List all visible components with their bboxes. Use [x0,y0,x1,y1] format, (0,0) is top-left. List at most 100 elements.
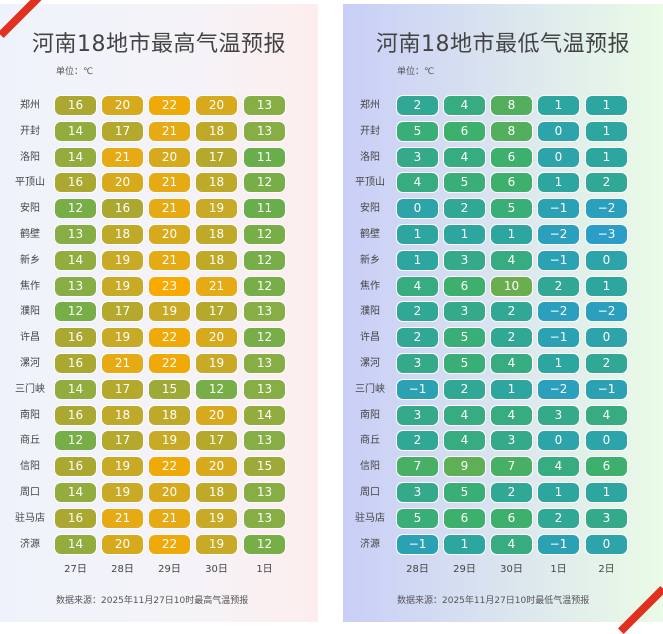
date-label: 29日 [158,564,181,575]
city-label: 焦作 [360,280,380,292]
temp-cell: 21 [148,120,191,142]
temp-cell: 19 [195,507,238,529]
temp-cell: 20 [101,172,144,194]
temp-cell: 17 [195,146,238,168]
temp-cell: −1 [585,378,628,400]
city-label: 南阳 [20,409,40,421]
date-label: 27日 [64,564,87,575]
city-label: 郑州 [360,100,380,111]
temp-cell: 16 [54,327,97,349]
temp-cell: 21 [101,146,144,168]
date-label: 29日 [453,564,476,575]
city-label: 鹤壁 [360,229,380,240]
temp-cell: 3 [490,430,533,452]
temp-cell: 2 [537,275,580,297]
city-label: 周口 [20,487,40,498]
temp-cell: −2 [537,301,580,323]
temp-cell: −1 [537,249,580,271]
temp-cell: 3 [537,404,580,426]
temp-cell: 1 [490,378,533,400]
temp-cell: 8 [490,120,533,142]
city-label: 濮阳 [20,306,40,318]
temp-cell: 13 [243,507,286,529]
temp-cell: 1 [537,482,580,503]
city-label: 开封 [20,125,40,137]
temp-cell: 1 [537,172,580,194]
temp-cell: 13 [243,301,286,323]
temp-cell: 2 [537,507,580,529]
temp-cell: 20 [101,95,144,116]
temp-cell: 15 [243,456,286,478]
temp-cell: 16 [54,456,97,478]
temp-cell: 1 [396,224,439,245]
temp-cell: 14 [54,249,97,271]
temp-cell: −1 [537,533,580,555]
city-label: 洛阳 [20,151,40,163]
temp-cell: 16 [54,404,97,426]
temp-cell: 6 [443,275,486,297]
temp-cell: 21 [148,249,191,271]
temp-cell: 12 [243,249,286,271]
temp-cell: −1 [537,198,580,220]
city-label: 信阳 [20,461,40,473]
temp-cell: 0 [585,249,628,271]
temp-cell: 13 [243,430,286,452]
temp-cell: 16 [101,198,144,220]
city-label: 驻马店 [15,512,45,524]
temp-cell: 22 [148,95,191,116]
high-unit: 单位：℃ [56,67,94,77]
temp-cell: 20 [148,146,191,168]
temp-cell: 19 [101,327,144,349]
temp-cell: 19 [101,456,144,478]
temp-cell: 17 [101,378,144,400]
temp-cell: 5 [443,482,486,503]
temp-cell: 4 [396,172,439,194]
temp-cell: −1 [396,533,439,555]
temp-cell: 3 [585,507,628,529]
low-title: 河南18地市最低气温预报 [376,32,630,57]
city-label: 信阳 [360,461,380,473]
temp-cell: 19 [148,301,191,323]
temp-cell: 3 [396,404,439,426]
temp-cell: 5 [443,353,486,374]
temp-cell: 4 [443,146,486,168]
temp-cell: 2 [396,301,439,323]
temp-cell: 2 [490,327,533,349]
city-label: 焦作 [20,280,40,292]
temp-cell: 5 [396,507,439,529]
date-label: 28日 [406,564,429,575]
temp-cell: 19 [101,275,144,297]
temp-cell: 18 [101,224,144,245]
high-source: 数据来源：2025年11月27日10时最高气温预报 [56,596,249,606]
temp-cell: 1 [396,249,439,271]
temp-cell: 18 [195,249,238,271]
city-label: 濮阳 [360,306,380,318]
city-label: 开封 [360,125,380,137]
city-label: 三门峡 [15,383,45,395]
temp-cell: 15 [148,378,191,400]
temp-cell: 6 [490,146,533,168]
high-title: 河南18地市最高气温预报 [32,32,286,57]
temp-cell: 0 [537,430,580,452]
temp-cell: 0 [537,120,580,142]
date-label: 30日 [205,564,228,575]
temp-cell: 17 [101,301,144,323]
temp-cell: 12 [243,224,286,245]
temp-cell: −2 [585,198,628,220]
temp-cell: 13 [54,224,97,245]
city-label: 平顶山 [15,177,45,189]
city-label: 驻马店 [355,512,385,524]
temp-cell: 0 [396,198,439,220]
temp-cell: 20 [195,327,238,349]
temp-cell: 13 [243,378,286,400]
temp-cell: 5 [490,198,533,220]
temp-cell: 1 [443,224,486,245]
temp-cell: 4 [585,404,628,426]
date-label: 1日 [256,564,273,575]
city-label: 济源 [20,538,40,550]
temp-cell: 12 [54,301,97,323]
high-temp-panel: 河南18地市最高气温预报 单位：℃ 郑州 16 20 22 20 13 开封 14 17 21 18… [0,4,318,622]
temp-cell: 12 [243,172,286,194]
city-label: 安阳 [20,203,40,215]
temp-cell: 13 [243,353,286,374]
